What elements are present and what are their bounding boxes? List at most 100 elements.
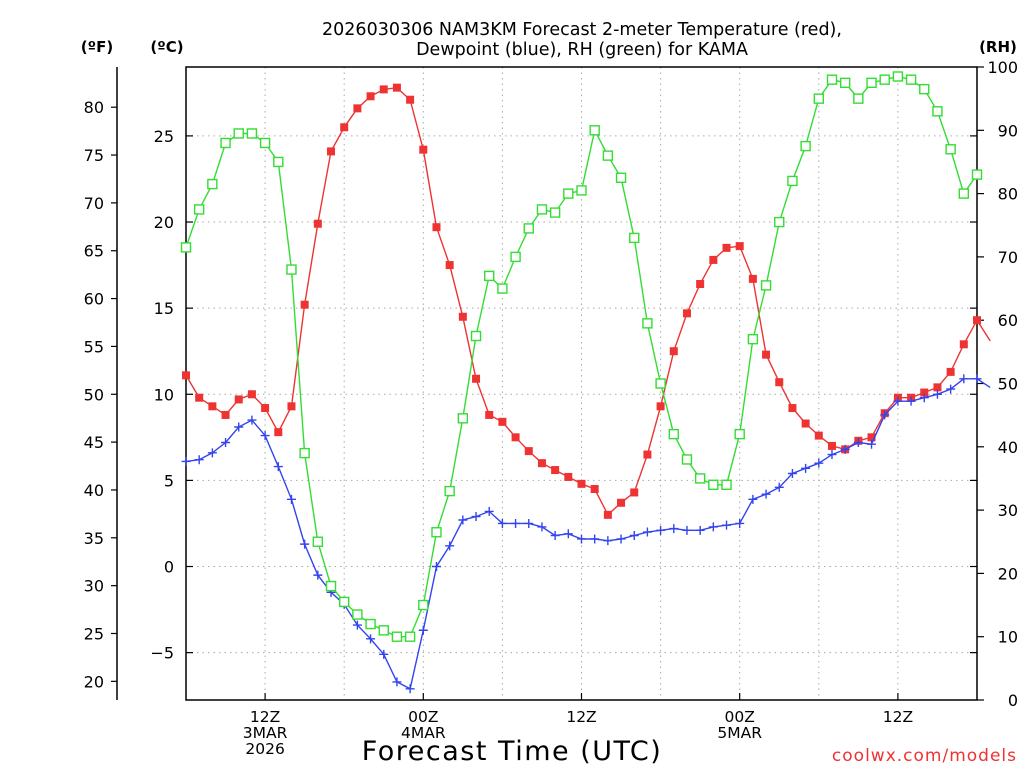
dewpoint-point (919, 393, 929, 403)
rh-point (233, 128, 244, 139)
rh-point (299, 447, 310, 459)
temperature-point (735, 242, 744, 251)
temperature-point (551, 466, 560, 475)
fahrenheit-tick-label: 70 (84, 194, 104, 213)
fahrenheit-tick-label: 30 (84, 577, 104, 596)
dewpoint-point (972, 374, 982, 384)
rh-tick-label: 40 (998, 438, 1018, 457)
temperature-point (406, 95, 415, 104)
rh-point (826, 74, 838, 85)
rh-point (246, 128, 258, 139)
series-dewpoint (181, 374, 991, 694)
dewpoint-point (722, 520, 732, 530)
temperature-point (327, 147, 336, 156)
rh-point (734, 428, 745, 440)
temperature-point (590, 485, 599, 493)
dewpoint-point (379, 649, 389, 659)
rh-point (629, 232, 640, 244)
dewpoint-point (853, 437, 863, 447)
dewpoint-point (260, 431, 270, 441)
rh-point (220, 137, 231, 149)
rh-point (602, 150, 614, 161)
rh-point (378, 625, 389, 636)
dewpoint-point (577, 534, 586, 544)
rh-point (391, 631, 403, 642)
rh-point (510, 251, 521, 263)
dewpoint-point (458, 515, 468, 525)
dewpoint-point (735, 518, 745, 528)
rh-point (431, 527, 442, 538)
dewpoint-point (418, 625, 428, 635)
dewpoint-point (867, 439, 877, 449)
temperature-point (617, 498, 626, 507)
x-tick-label: 2026 (245, 740, 284, 758)
dewpoint-point (787, 468, 797, 478)
x-tick-label: 00Z (408, 708, 438, 726)
dewpoint-point (827, 450, 837, 460)
temperature-point (643, 450, 652, 459)
dewpoint-point (234, 422, 244, 432)
rh-point (615, 172, 627, 183)
temperature-point (419, 145, 428, 154)
temperature-point (603, 510, 612, 519)
rh-tick-label: 70 (998, 248, 1018, 267)
temperature-point (472, 374, 481, 383)
rh-point (207, 178, 218, 190)
dewpoint-point (682, 525, 692, 535)
dewpoint-point (959, 374, 969, 384)
rh-point (484, 270, 495, 282)
rh-point (273, 156, 284, 168)
chart-title-line-1: 2026030306 NAM3KM Forecast 2-meter Tempe… (322, 20, 842, 40)
temperature-point (722, 243, 731, 252)
temperature-point (696, 280, 705, 289)
temperature-point (247, 390, 256, 399)
rh-unit-label: (RH) (979, 38, 1017, 56)
dewpoint-point (392, 677, 402, 687)
dewpoint-point (484, 506, 494, 516)
temperature-point (946, 367, 955, 376)
x-tick-label: 12Z (883, 708, 913, 726)
fahrenheit-tick-label: 20 (84, 672, 104, 691)
dewpoint-point (708, 522, 718, 532)
dewpoint-point (840, 444, 850, 454)
temperature-point (577, 479, 586, 488)
fahrenheit-tick-label: 75 (84, 146, 104, 165)
rh-point (655, 378, 666, 389)
temperature-point (788, 404, 797, 413)
rh-point (945, 144, 956, 155)
dewpoint-point (405, 684, 415, 694)
rh-point (404, 631, 416, 642)
rh-point (708, 479, 719, 490)
data-series (180, 71, 991, 694)
temperature-point (748, 274, 757, 283)
rh-tick-label: 100 (987, 58, 1018, 77)
fahrenheit-tick-label: 35 (84, 529, 104, 548)
rh-point (800, 140, 811, 152)
gridlines (186, 67, 977, 700)
rh-point (866, 77, 877, 89)
dewpoint-point (366, 634, 376, 644)
rh-point (259, 137, 271, 149)
dewpoint-point (524, 518, 534, 528)
rh-point (497, 283, 508, 294)
tick-labels: −5 0 5 10 15 20 25 20 25 30 35 40 45 50 55 60 65 70 75 80 0 1… (84, 58, 1018, 758)
dewpoint-point (946, 384, 956, 394)
dewpoint-point (273, 462, 283, 472)
rh-point (681, 454, 693, 465)
temperature-point (920, 388, 929, 397)
celsius-tick-label: 5 (164, 471, 174, 490)
celsius-tick-label: 25 (154, 127, 174, 146)
fahrenheit-tick-label: 40 (84, 481, 104, 500)
rh-point (193, 204, 205, 215)
dewpoint-point (814, 458, 824, 468)
fahrenheit-tick-label: 55 (84, 337, 104, 356)
dewpoint-point (445, 541, 455, 551)
temperature-point (762, 350, 771, 359)
rh-point (853, 93, 864, 104)
temperature-point (630, 488, 639, 497)
rh-point (774, 216, 785, 228)
rh-point (418, 599, 429, 611)
x-tick-label: 12Z (250, 708, 280, 726)
rh-tick-label: 30 (998, 501, 1018, 520)
rh-point (971, 169, 983, 180)
